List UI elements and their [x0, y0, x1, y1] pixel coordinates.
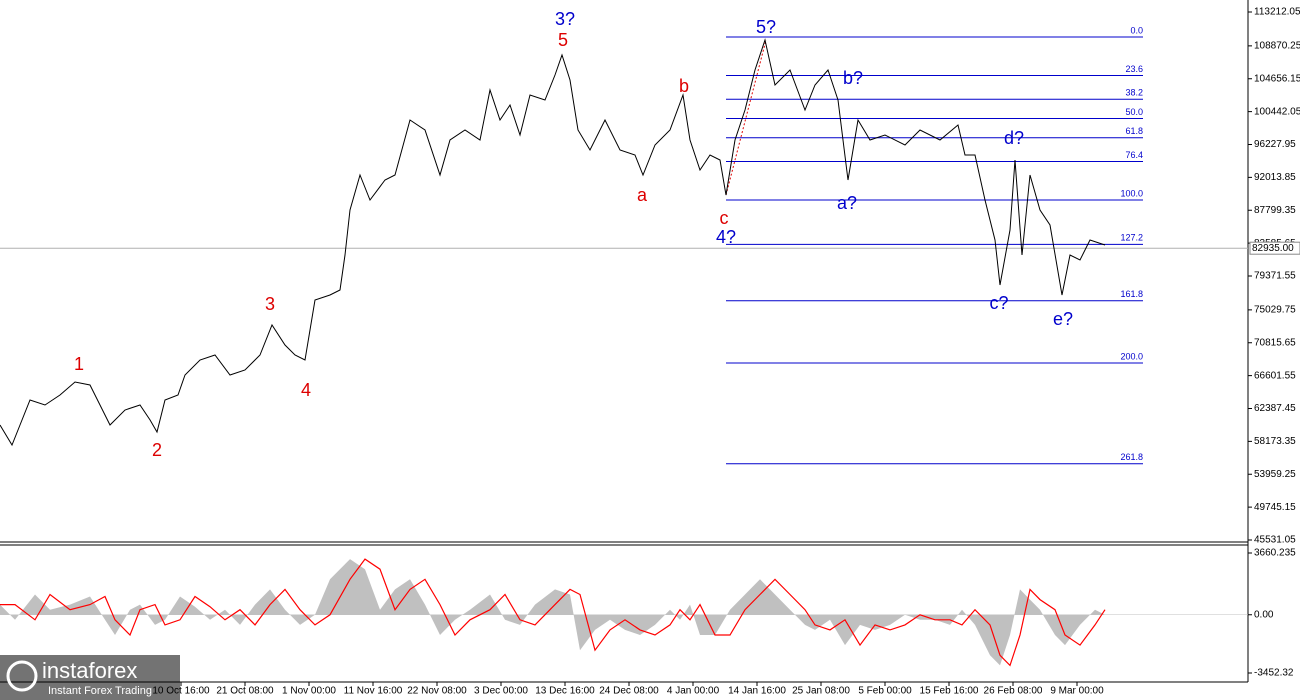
wave-label: d?	[1004, 128, 1024, 148]
logo-name: instaforex	[42, 658, 137, 683]
logo: instaforex Instant Forex Trading	[0, 655, 180, 700]
fib-label: 61.8	[1125, 126, 1143, 136]
x-tick-label: 24 Dec 08:00	[599, 686, 659, 697]
wave-label: b?	[843, 68, 863, 88]
logo-tagline: Instant Forex Trading	[48, 685, 152, 697]
series-line	[0, 558, 1106, 667]
wave-line	[725, 39, 767, 196]
y-tick-label: 62387.45	[1254, 403, 1296, 414]
wave-label: 2	[152, 440, 162, 460]
y-tick-label: 108870.25	[1254, 41, 1300, 52]
y-tick-label: 96227.95	[1254, 139, 1296, 150]
wave-label: 5	[558, 30, 568, 50]
y-tick-label: 92013.85	[1254, 172, 1296, 183]
x-tick-label: 14 Jan 16:00	[728, 686, 786, 697]
wave-label: 4?	[716, 227, 736, 247]
y-tick-label: 58173.35	[1254, 436, 1296, 447]
fib-label: 0.0	[1130, 25, 1143, 35]
fib-label: 23.6	[1125, 64, 1143, 74]
y-tick-label: 70815.65	[1254, 337, 1296, 348]
x-tick-label: 3 Dec 00:00	[474, 686, 528, 697]
y-tick-label: 0.00	[1254, 609, 1274, 620]
y-tick-label: -3452.32	[1254, 668, 1294, 679]
fib-label: 161.8	[1120, 289, 1143, 299]
y-tick-label: 87799.35	[1254, 205, 1296, 216]
fib-label: 38.2	[1125, 88, 1143, 98]
x-tick-label: 4 Jan 00:00	[667, 686, 720, 697]
wave-label: 1	[74, 354, 84, 374]
x-tick-label: 22 Nov 08:00	[407, 686, 467, 697]
wave-label: 5?	[756, 17, 776, 37]
x-tick-label: 10 Oct 16:00	[152, 686, 210, 697]
wave-label: a	[637, 185, 648, 205]
y-tick-label: 45531.05	[1254, 535, 1296, 546]
fib-label: 200.0	[1120, 351, 1143, 361]
wave-label: 3	[265, 294, 275, 314]
series-line	[0, 38, 1106, 447]
fib-label: 50.0	[1125, 107, 1143, 117]
x-tick-label: 11 Nov 16:00	[344, 686, 403, 697]
y-tick-label: 104656.15	[1254, 73, 1300, 84]
x-tick-label: 13 Dec 16:00	[535, 686, 595, 697]
wave-label: b	[679, 76, 689, 96]
last-price-label: 82935.00	[1252, 243, 1294, 254]
wave-label: c?	[989, 293, 1008, 313]
x-tick-label: 9 Mar 00:00	[1050, 686, 1104, 697]
wave-label: c	[720, 208, 729, 228]
y-tick-label: 79371.55	[1254, 271, 1296, 282]
x-tick-label: 21 Oct 08:00	[216, 686, 274, 697]
wave-label: e?	[1053, 309, 1073, 329]
x-tick-label: 5 Feb 00:00	[858, 686, 912, 697]
y-tick-label: 100442.05	[1254, 106, 1300, 117]
y-tick-label: 66601.55	[1254, 370, 1296, 381]
wave-label: 3?	[555, 9, 575, 29]
y-tick-label: 49745.15	[1254, 502, 1296, 513]
x-tick-label: 26 Feb 08:00	[984, 686, 1043, 697]
x-tick-label: 15 Feb 16:00	[920, 686, 979, 697]
logo-icon	[6, 660, 38, 692]
y-tick-label: 53959.25	[1254, 469, 1296, 480]
y-tick-label: 75029.75	[1254, 305, 1296, 316]
logo-bg	[0, 655, 180, 700]
x-tick-label: 1 Nov 00:00	[282, 686, 336, 697]
y-tick-label: 113212.05	[1254, 7, 1300, 18]
last-price-box	[1249, 241, 1300, 255]
x-tick-label: 25 Jan 08:00	[792, 686, 850, 697]
wave-label: a?	[837, 193, 857, 213]
wave-label: 4	[301, 380, 311, 400]
histogram-area	[0, 559, 1105, 666]
fib-label: 76.4	[1125, 150, 1143, 160]
fib-label: 261.8	[1120, 452, 1143, 462]
fib-label: 127.2	[1120, 233, 1143, 243]
fib-label: 100.0	[1120, 188, 1143, 198]
y-tick-label: 3660.235	[1254, 548, 1296, 559]
